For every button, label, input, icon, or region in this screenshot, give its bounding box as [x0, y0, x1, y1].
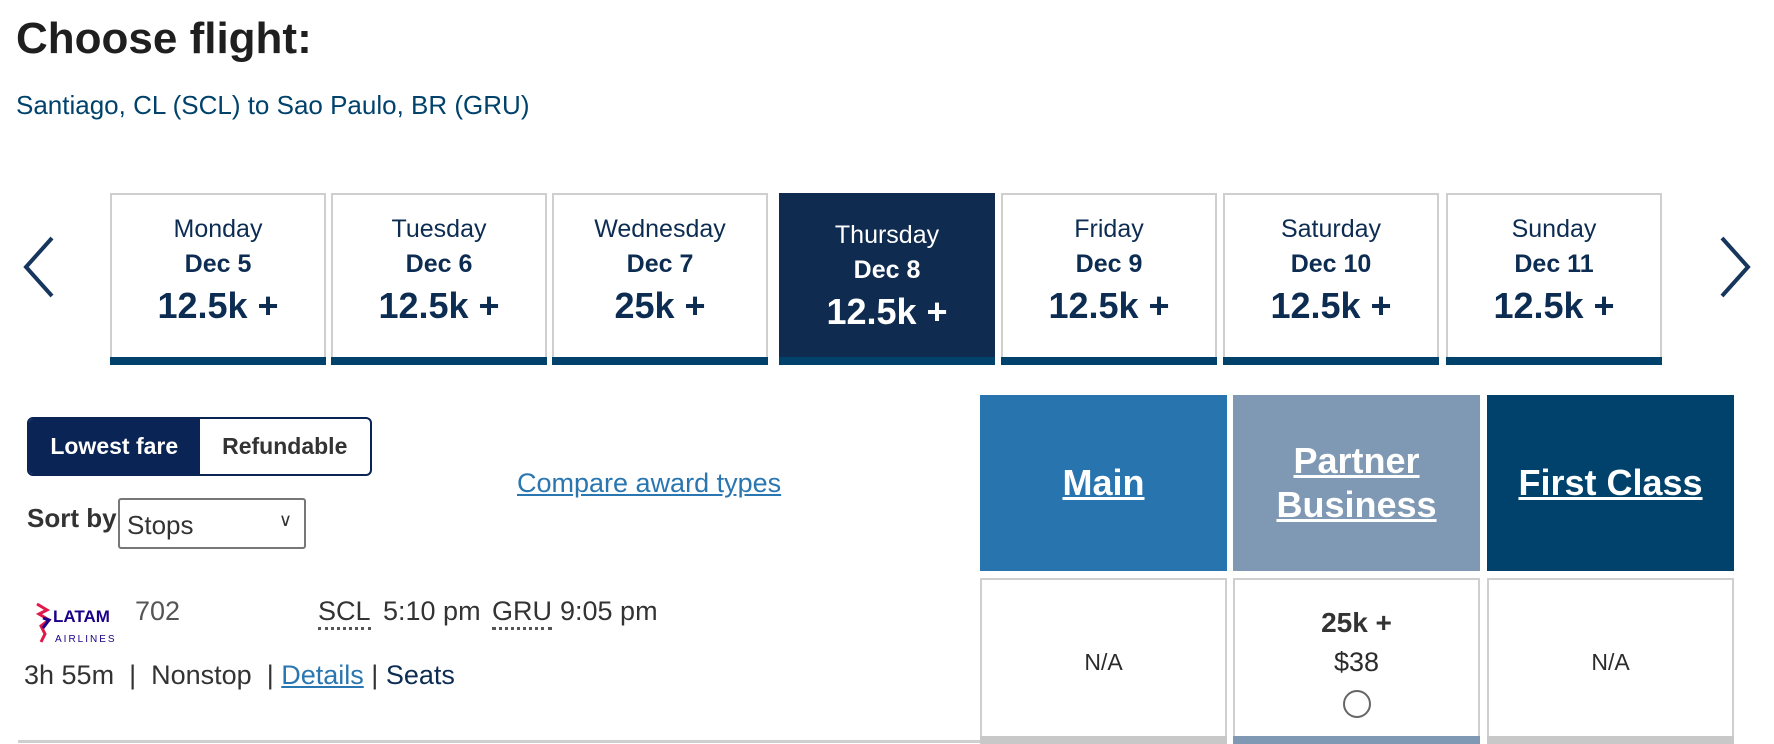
details-link[interactable]: Details	[281, 660, 364, 690]
date-price: 12.5k +	[157, 285, 279, 326]
origin-airport[interactable]: SCL	[318, 596, 371, 630]
date-card[interactable]: Wednesday Dec 7 25k +	[552, 193, 768, 365]
date-date: Dec 6	[405, 250, 473, 278]
date-card[interactable]: Sunday Dec 11 12.5k +	[1446, 193, 1662, 365]
date-card[interactable]: Tuesday Dec 6 12.5k +	[331, 193, 547, 365]
svg-text:AIRLINES: AIRLINES	[55, 634, 117, 645]
route-subtitle: Santiago, CL (SCL) to Sao Paulo, BR (GRU…	[16, 90, 530, 120]
lowest-fare-button[interactable]: Lowest fare	[29, 419, 200, 474]
column-first-class[interactable]: First Class	[1487, 395, 1734, 571]
flight-summary: 3h 55m | Nonstop | Details | Seats	[24, 660, 455, 691]
date-card[interactable]: Monday Dec 5 12.5k +	[110, 193, 326, 365]
arrive-time: 9:05 pm	[560, 596, 658, 626]
flight-number: 702	[135, 596, 181, 626]
date-price: 12.5k +	[1048, 285, 1170, 326]
fare-cash: $38	[1333, 646, 1380, 677]
separator: |	[129, 660, 137, 690]
seats-link[interactable]: Seats	[385, 660, 455, 690]
chevron-down-icon: ∨	[278, 510, 292, 530]
date-price: 12.5k +	[378, 285, 500, 326]
chevron-left-icon[interactable]	[20, 232, 60, 302]
na-text: N/A	[1084, 648, 1123, 675]
svg-text:LATAM: LATAM	[53, 607, 110, 626]
depart-time: 5:10 pm	[383, 596, 481, 626]
sort-label: Sort by	[27, 503, 117, 533]
date-date: Dec 5	[184, 250, 252, 278]
date-day: Wednesday	[594, 215, 726, 243]
date-day: Sunday	[1511, 215, 1597, 243]
date-card[interactable]: Friday Dec 9 12.5k +	[1001, 193, 1217, 365]
latam-logo: LATAM AIRLINES	[35, 602, 117, 645]
dest-airport[interactable]: GRU	[492, 596, 552, 630]
divider	[18, 740, 980, 743]
date-price: 12.5k +	[1493, 285, 1615, 326]
fare-miles: 25k +	[1321, 606, 1392, 638]
fare-cell-partner-business[interactable]: 25k + $38	[1233, 578, 1480, 744]
date-day: Tuesday	[391, 215, 487, 243]
page-title: Choose flight:	[16, 14, 312, 63]
column-partner-business[interactable]: Partner Business	[1233, 395, 1480, 571]
separator: |	[371, 660, 379, 690]
compare-award-types-link[interactable]: Compare award types	[517, 468, 782, 498]
date-price: 12.5k +	[1270, 285, 1392, 326]
date-date: Dec 9	[1075, 250, 1143, 278]
date-price: 12.5k +	[826, 291, 948, 332]
date-price: 25k +	[614, 285, 706, 326]
duration: 3h 55m	[24, 660, 115, 690]
chevron-right-icon[interactable]	[1714, 232, 1754, 302]
refundable-button[interactable]: Refundable	[222, 433, 348, 459]
date-date: Dec 11	[1514, 250, 1594, 278]
date-card[interactable]: Saturday Dec 10 12.5k +	[1223, 193, 1439, 365]
sort-select[interactable]: Stops ∨	[118, 498, 306, 549]
sort-value: Stops	[127, 510, 194, 540]
date-date: Dec 8	[853, 256, 921, 284]
date-date: Dec 7	[626, 250, 694, 278]
na-text: N/A	[1591, 648, 1630, 675]
date-date: Dec 10	[1290, 250, 1372, 278]
fare-toggle: Lowest fare Refundable	[27, 417, 372, 476]
fare-radio[interactable]	[1342, 689, 1371, 718]
stops: Nonstop	[151, 660, 252, 690]
column-main[interactable]: Main	[980, 395, 1227, 571]
date-day: Friday	[1074, 215, 1144, 243]
separator: |	[266, 660, 274, 690]
date-day: Monday	[173, 215, 263, 243]
date-card[interactable]: Thursday Dec 8 12.5k +	[779, 193, 995, 365]
fare-cell-main: N/A	[980, 578, 1227, 744]
date-day: Thursday	[834, 221, 940, 249]
fare-cell-first: N/A	[1487, 578, 1734, 744]
date-day: Saturday	[1280, 215, 1382, 243]
